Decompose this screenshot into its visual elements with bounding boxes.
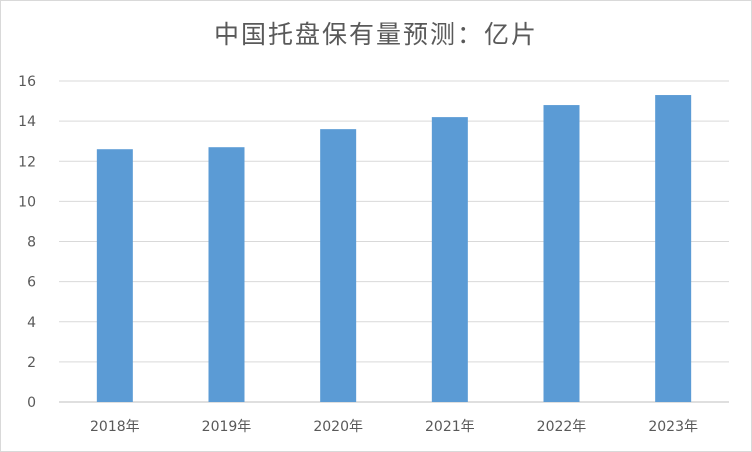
bar: [208, 147, 245, 402]
x-axis-ticks: 2018年 2019年 2020年 2021年 2022年 2023年: [90, 419, 698, 435]
chart-title: 中国托盘保有量预测：亿片: [213, 20, 538, 49]
x-tick-label: 2022年: [537, 419, 587, 435]
y-tick-label: 2: [27, 355, 36, 371]
y-tick-label: 16: [18, 74, 36, 90]
x-tick-label: 2018年: [90, 419, 140, 435]
gridlines: [59, 80, 729, 403]
y-tick-label: 12: [18, 154, 36, 170]
y-tick-label: 14: [18, 114, 36, 130]
x-tick-label: 2023年: [648, 419, 698, 435]
y-axis-ticks: 0 2 4 6 8 10 12 14 16: [18, 74, 36, 411]
y-tick-label: 10: [18, 194, 36, 210]
x-tick-label: 2021年: [425, 419, 475, 435]
bar: [320, 129, 357, 402]
bar: [431, 117, 468, 403]
y-tick-label: 6: [27, 275, 36, 291]
y-tick-label: 0: [27, 395, 36, 411]
bar: [543, 105, 580, 402]
bar: [655, 95, 692, 402]
y-tick-label: 8: [27, 235, 36, 251]
y-tick-label: 4: [27, 315, 36, 331]
bars: [96, 95, 692, 403]
bar: [96, 149, 133, 402]
x-tick-label: 2020年: [313, 419, 363, 435]
x-tick-label: 2019年: [202, 419, 252, 435]
